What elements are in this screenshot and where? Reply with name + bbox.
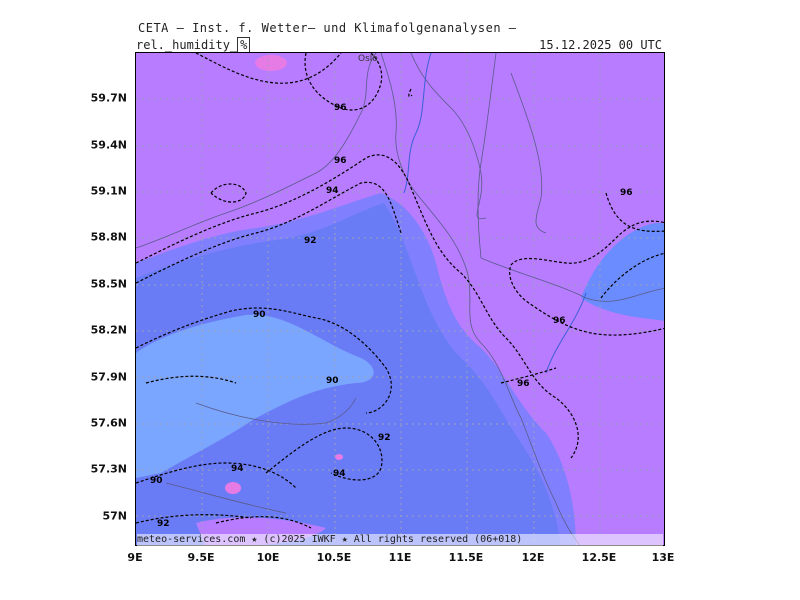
humidity-patch-pink-1 xyxy=(225,482,241,494)
contour-96-northeast xyxy=(605,192,664,232)
lat-tick: 59.4N xyxy=(90,138,127,152)
lon-tick: 9E xyxy=(127,551,143,564)
lat-tick: 59.7N xyxy=(90,91,127,105)
contour-label: 96 xyxy=(517,379,530,389)
humidity-zone-low xyxy=(136,314,374,478)
lon-tick: 10.5E xyxy=(316,551,352,564)
lat-tick: 58.5N xyxy=(90,277,127,291)
contour-90-west xyxy=(136,307,392,414)
lon-tick: 13E xyxy=(651,551,675,564)
contour-label: 94 xyxy=(231,464,244,474)
contour-96-oslo xyxy=(304,53,383,111)
humidity-contours xyxy=(136,53,664,529)
contour-label: 90 xyxy=(150,476,163,486)
variable-unit: % xyxy=(237,37,251,53)
contour-90-south xyxy=(136,462,297,489)
lat-tick: 58.2N xyxy=(90,323,127,337)
contour-label: 96 xyxy=(620,188,633,198)
lon-tick: 11E xyxy=(388,551,412,564)
contour-label: 92 xyxy=(157,519,170,529)
lat-tick: 58.8N xyxy=(90,230,127,244)
lon-tick: 10E xyxy=(256,551,280,564)
contour-96-east xyxy=(509,220,664,336)
variable-name: rel._humidity_ xyxy=(136,38,238,52)
contour-labels: 96 96 94 92 90 90 92 94 96 96 96 90 92 9… xyxy=(150,103,633,529)
contour-92-south xyxy=(136,514,252,524)
river-east xyxy=(545,292,587,374)
lat-tick: 57.6N xyxy=(90,416,127,430)
contour-label: 92 xyxy=(378,433,391,443)
lat-tick: 59.1N xyxy=(90,184,127,198)
lat-tick: 57N xyxy=(102,509,127,523)
lat-tick: 57.9N xyxy=(90,370,127,384)
variable-label: rel._humidity_% xyxy=(136,37,251,53)
contour-96-north xyxy=(195,53,342,84)
contour-94-south xyxy=(265,427,383,481)
contour-label: 92 xyxy=(304,236,317,246)
contour-96-south xyxy=(215,516,312,529)
humidity-patch-pink-3 xyxy=(255,55,287,71)
lon-tick: 12.5E xyxy=(581,551,617,564)
valid-datetime: 15.12.2025 00 UTC xyxy=(539,38,662,52)
coastlines xyxy=(136,53,664,545)
river xyxy=(403,53,432,194)
contour-92-east xyxy=(600,252,664,299)
contour-label: 94 xyxy=(333,469,346,479)
contour-94 xyxy=(136,181,402,284)
contour-label: 96 xyxy=(553,316,566,326)
lon-tick: 12E xyxy=(521,551,545,564)
contour-label: 90 xyxy=(253,310,266,320)
city-label-oslo: Oslo xyxy=(358,54,378,64)
lat-lon-grid xyxy=(136,53,664,545)
contour-96-lake xyxy=(500,367,557,384)
lon-tick: 11.5E xyxy=(448,551,484,564)
copyright-footer: meteo-services.com ★ (c)2025 IWKF ★ All … xyxy=(137,534,663,546)
contour-label: 94 xyxy=(326,186,339,196)
lat-tick: 57.3N xyxy=(90,462,127,476)
map-canvas: 96 96 94 92 90 90 92 94 96 96 96 90 92 9… xyxy=(136,53,664,545)
contour-96-coast xyxy=(136,154,579,459)
contour-92-southwest xyxy=(145,375,237,384)
contour-label: 96 xyxy=(334,103,347,113)
humidity-map: 96 96 94 92 90 90 92 94 96 96 96 90 92 9… xyxy=(135,52,665,546)
contour-label: 96 xyxy=(334,156,347,166)
contour-small-loop xyxy=(408,88,413,98)
humidity-patch-pink-2 xyxy=(335,454,343,460)
contour-label: 90 xyxy=(326,376,339,386)
lon-tick: 9.5E xyxy=(187,551,215,564)
chart-title: CETA — Inst. f. Wetter— und Klimafolgena… xyxy=(138,21,517,35)
contour-small-ring xyxy=(210,183,247,203)
